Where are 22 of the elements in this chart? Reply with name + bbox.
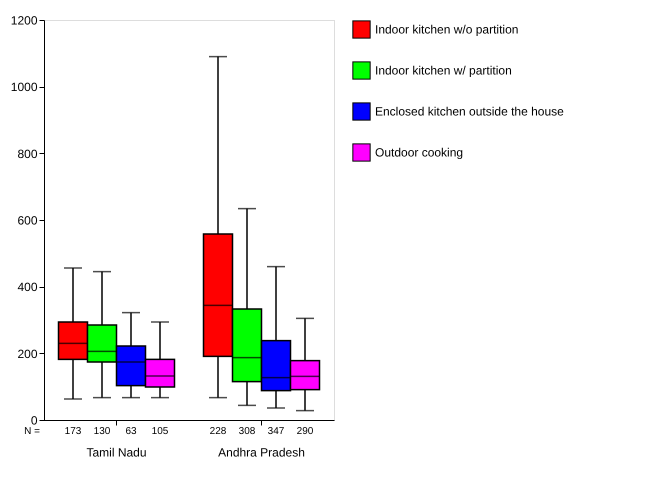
text: 130 xyxy=(94,426,111,437)
text: 347 xyxy=(268,426,285,437)
y-tick-label: 200 xyxy=(17,346,38,361)
y-tick-label: 1000 xyxy=(10,80,38,94)
y-tick-label: 600 xyxy=(17,214,38,228)
legend-label: Outdoor cooking xyxy=(375,146,464,160)
y-tick-label: 400 xyxy=(17,280,38,294)
text: 308 xyxy=(238,426,256,437)
y-tick-label: 1200 xyxy=(10,14,38,28)
text: 290 xyxy=(296,426,314,437)
y-tick-label: 800 xyxy=(17,146,38,161)
text: N = xyxy=(24,426,40,437)
x-tick-label: Andhra Pradesh xyxy=(218,446,305,460)
text: 228 xyxy=(210,426,227,437)
text: 105 xyxy=(152,426,169,437)
legend-label: Indoor kitchen w/o partition xyxy=(375,22,518,36)
legend-label: Enclosed kitchen outside the house xyxy=(375,104,564,118)
y-tick-label: 0 xyxy=(30,414,38,428)
text: 63 xyxy=(125,426,137,437)
text: 173 xyxy=(64,426,82,437)
legend-label: Indoor kitchen w/ partition xyxy=(375,64,512,78)
x-tick-label: Tamil Nadu xyxy=(86,446,147,460)
